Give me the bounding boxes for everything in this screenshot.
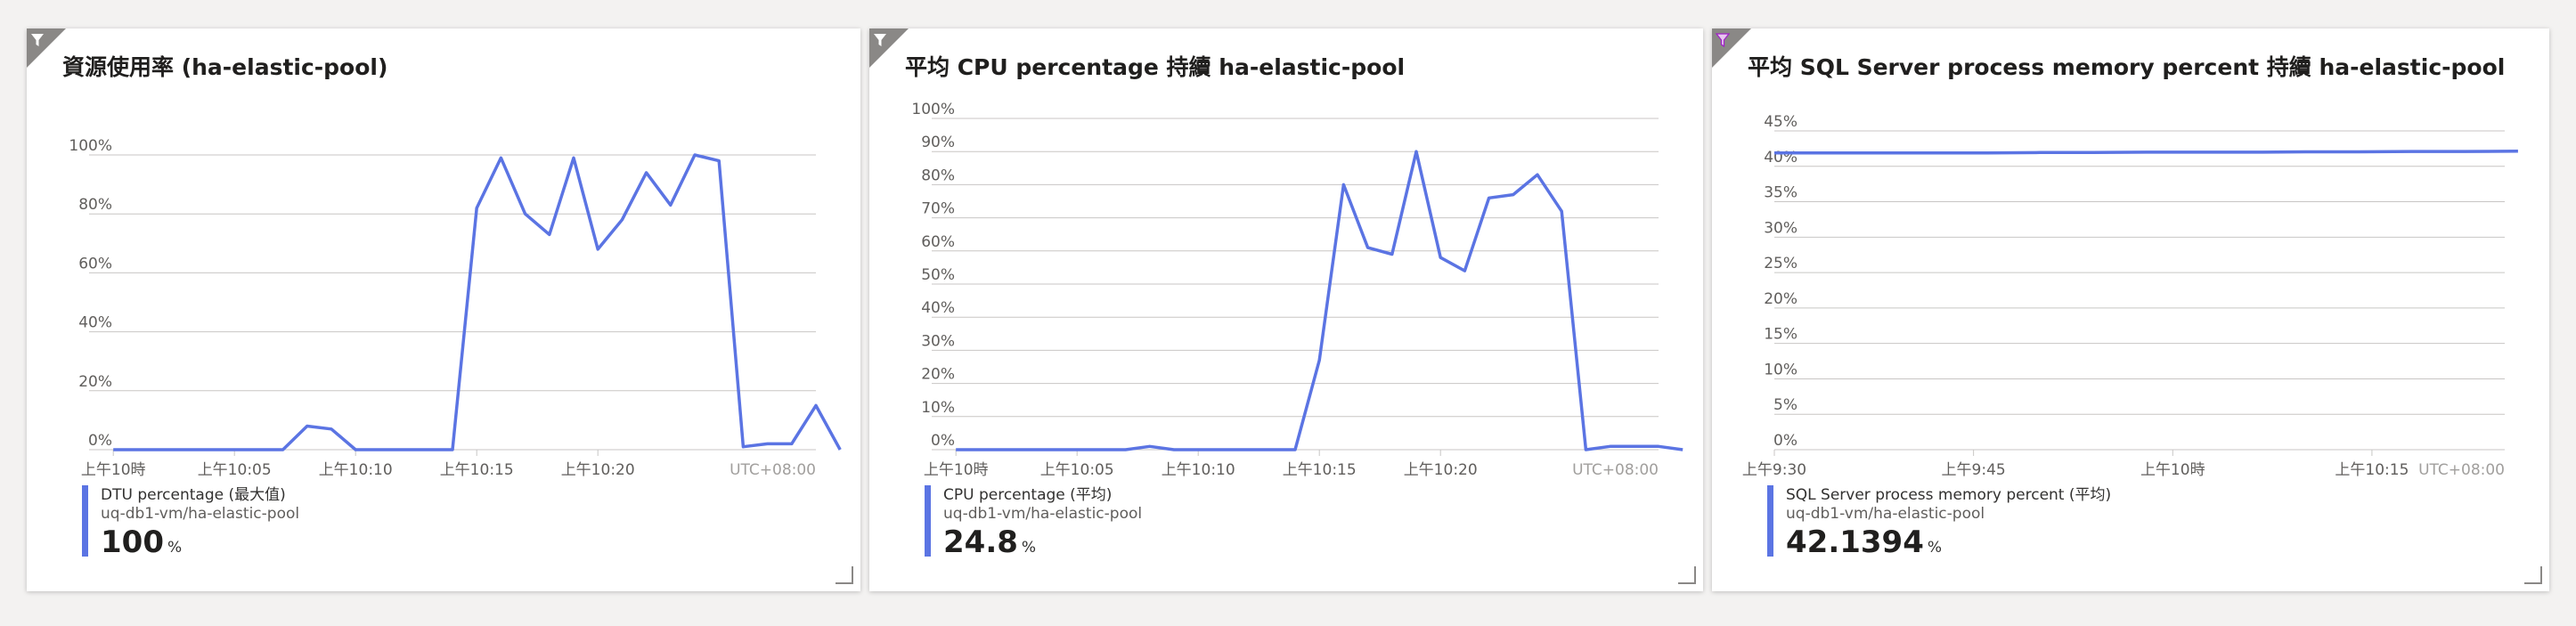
tile-title: 資源使用率 (ha-elastic-pool) <box>62 54 388 80</box>
x-tick-label: 上午10:05 <box>1040 461 1114 479</box>
y-tick-label: 10% <box>921 399 955 417</box>
legend-unit: % <box>1021 539 1037 557</box>
y-tick-label: 40% <box>921 299 955 317</box>
y-tick-label: 80% <box>921 167 955 184</box>
y-tick-label: 100% <box>911 101 955 118</box>
x-tick-label: 上午10:15 <box>2335 461 2409 479</box>
funnel-icon[interactable] <box>1712 28 1751 68</box>
y-tick-label: 0% <box>931 432 955 450</box>
chart-tile-memory-percent[interactable]: 平均 SQL Server process memory percent 持續 … <box>1712 28 2549 591</box>
y-tick-label: 20% <box>78 373 112 391</box>
resize-handle[interactable] <box>836 566 853 584</box>
y-tick-label: 30% <box>1764 219 1797 237</box>
x-tick-label: 上午10:15 <box>1283 461 1357 479</box>
timezone-label: UTC+08:00 <box>2418 461 2505 479</box>
x-tick-label: 上午10:10 <box>319 461 393 479</box>
y-tick-label: 70% <box>921 200 955 218</box>
x-tick-label: 上午10:05 <box>198 461 272 479</box>
y-tick-label: 20% <box>1764 290 1797 308</box>
y-tick-label: 15% <box>1764 326 1797 344</box>
legend-unit: % <box>167 539 183 557</box>
y-tick-label: 45% <box>1764 113 1797 131</box>
legend-unit: % <box>1927 539 1943 557</box>
y-tick-label: 80% <box>78 196 112 214</box>
y-tick-label: 0% <box>1773 432 1797 450</box>
legend-metric: CPU percentage (平均) <box>943 486 1113 504</box>
x-tick-label: 上午10時 <box>81 461 146 479</box>
x-tick-label: 上午10:20 <box>1404 461 1478 479</box>
x-tick-label: 上午10:10 <box>1162 461 1235 479</box>
y-tick-label: 35% <box>1764 184 1797 202</box>
legend[interactable]: SQL Server process memory percent (平均) u… <box>1767 485 2112 560</box>
y-tick-label: 20% <box>921 366 955 384</box>
x-tick-label: 上午10時 <box>924 461 989 479</box>
chart-tile-cpu-percentage[interactable]: 平均 CPU percentage 持續 ha-elastic-pool 0% 1… <box>869 28 1703 591</box>
legend-value: 100 <box>101 524 164 560</box>
line-chart: 0% 10% 20% 30% 40% 50% 60% 70% 80% 90% 100% 上午10時 上午… <box>911 101 1683 479</box>
legend-resource: uq-db1-vm/ha-elastic-pool <box>101 505 300 523</box>
legend-resource: uq-db1-vm/ha-elastic-pool <box>943 505 1143 523</box>
series-line[interactable] <box>113 153 842 451</box>
x-tick-label: 上午10:15 <box>440 461 514 479</box>
legend-resource: uq-db1-vm/ha-elastic-pool <box>1786 505 1985 523</box>
x-tick-label: 上午9:30 <box>1742 461 1806 479</box>
y-tick-label: 50% <box>921 266 955 284</box>
legend-value: 24.8 <box>943 524 1018 560</box>
y-tick-label: 0% <box>88 432 112 450</box>
funnel-icon[interactable] <box>869 28 909 68</box>
y-tick-label: 5% <box>1773 396 1797 414</box>
x-tick-label: 上午10時 <box>2140 461 2205 479</box>
y-tick-label: 40% <box>78 314 112 332</box>
y-tick-label: 100% <box>69 137 112 155</box>
y-tick-label: 40% <box>1764 149 1797 167</box>
legend[interactable]: DTU percentage (最大值) uq-db1-vm/ha-elasti… <box>82 485 300 560</box>
legend[interactable]: CPU percentage (平均) uq-db1-vm/ha-elastic… <box>925 485 1143 560</box>
y-tick-label: 25% <box>1764 255 1797 272</box>
legend-metric: DTU percentage (最大值) <box>101 486 286 504</box>
chart-tile-resource-usage[interactable]: 資源使用率 (ha-elastic-pool) 0% 20% 40% 60% 80% 10… <box>27 28 860 591</box>
legend-metric: SQL Server process memory percent (平均) <box>1786 486 2112 504</box>
y-tick-label: 60% <box>921 233 955 251</box>
tile-title: 平均 SQL Server process memory percent 持續 … <box>1748 54 2506 80</box>
x-tick-label: 上午9:45 <box>1942 461 2006 479</box>
y-tick-label: 90% <box>921 134 955 151</box>
y-tick-label: 10% <box>1764 361 1797 378</box>
funnel-icon[interactable] <box>27 28 66 68</box>
resize-handle[interactable] <box>2524 566 2542 584</box>
resize-handle[interactable] <box>1678 566 1696 584</box>
series-line[interactable] <box>956 150 1683 451</box>
timezone-label: UTC+08:00 <box>1572 461 1659 479</box>
tile-title: 平均 CPU percentage 持續 ha-elastic-pool <box>905 54 1406 80</box>
y-tick-label: 30% <box>921 332 955 350</box>
line-chart: 0% 5% 10% 15% 20% 25% 30% 35% 40% 45% 上午9:30 上午9:45… <box>1742 113 2518 479</box>
legend-value: 42.1394 <box>1786 524 1924 560</box>
line-chart: 0% 20% 40% 60% 80% 100% 上午10時 上午10:05 上午10:10 上午1… <box>69 137 842 479</box>
y-tick-label: 60% <box>78 255 112 272</box>
x-tick-label: 上午10:20 <box>561 461 635 479</box>
timezone-label: UTC+08:00 <box>730 461 816 479</box>
series-line[interactable] <box>1774 150 2518 155</box>
